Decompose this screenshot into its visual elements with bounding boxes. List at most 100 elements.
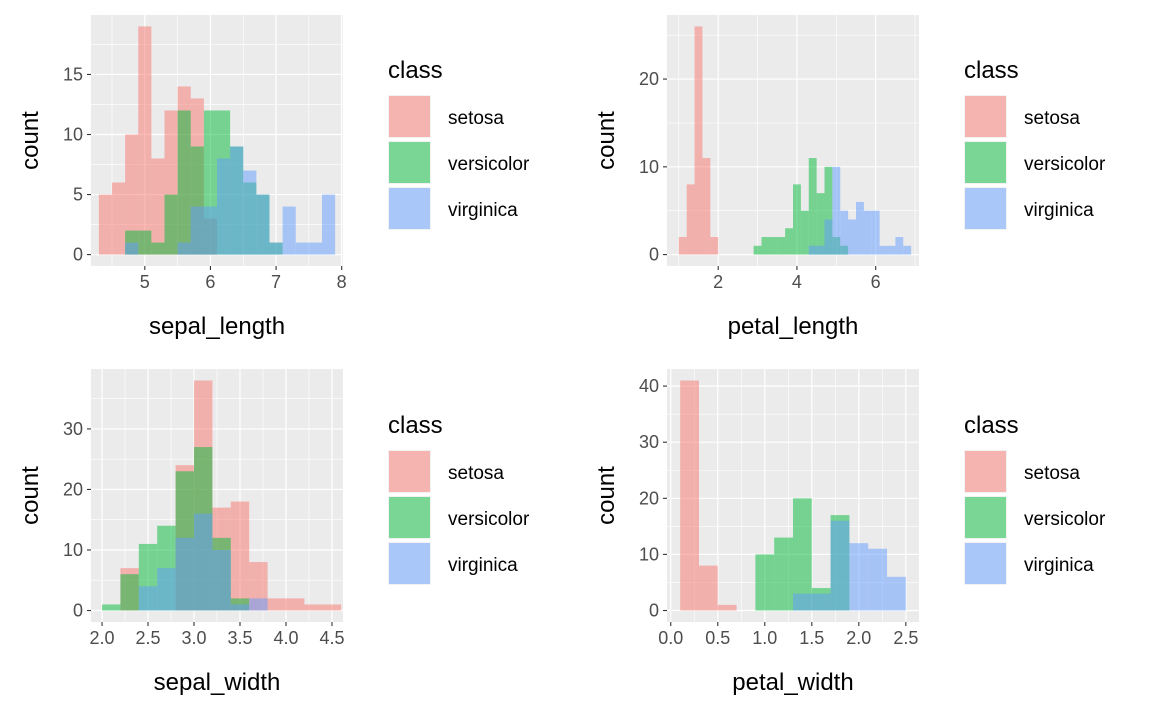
bar-virginica — [856, 201, 864, 255]
legend-swatch-setosa — [389, 96, 430, 137]
bar-virginica — [808, 245, 817, 255]
bar-virginica — [230, 604, 250, 611]
bar-versicolor — [151, 242, 165, 255]
y-tick-label: 40 — [639, 376, 659, 396]
y-tick-label: 20 — [639, 69, 659, 89]
legend-swatch-setosa — [965, 96, 1006, 137]
bar-virginica — [840, 210, 849, 255]
bar-versicolor — [769, 237, 778, 255]
legend-title: class — [388, 57, 443, 84]
bar-virginica — [793, 593, 812, 611]
bar-virginica — [832, 166, 841, 255]
y-tick-label: 20 — [63, 479, 83, 499]
x-tick-label: 6 — [205, 272, 215, 292]
histogram-panel-sepal_width: 2.0 2.5 3.0 3.5 4.0 4.5 0 10 20 30 sepal_width coun… — [17, 369, 530, 696]
bar-virginica — [824, 219, 833, 255]
bar-virginica — [887, 576, 906, 611]
legend-title: class — [964, 57, 1019, 84]
x-tick-label: 4 — [792, 272, 802, 292]
bar-versicolor — [164, 194, 178, 255]
bar-versicolor — [761, 237, 770, 255]
legend-label-virginica: virginica — [448, 200, 518, 221]
histogram-panel-petal_width: 0.0 0.5 1.0 1.5 2.0 2.5 0 10 20 30 40 petal_width co… — [593, 369, 1106, 696]
legend-swatch-versicolor — [389, 142, 430, 183]
y-tick-label: 0 — [649, 245, 659, 265]
y-axis-title: count — [593, 466, 620, 525]
legend-swatch-setosa — [965, 451, 1006, 492]
y-tick-label: 10 — [63, 124, 83, 144]
bar-versicolor — [753, 245, 762, 255]
x-axis-title: sepal_width — [154, 669, 281, 696]
bar-setosa — [680, 380, 699, 611]
bar-virginica — [308, 242, 322, 255]
legend-swatch-setosa — [389, 451, 430, 492]
legend-swatch-versicolor — [965, 497, 1006, 538]
legend-swatch-virginica — [965, 543, 1006, 584]
bar-virginica — [895, 237, 904, 255]
bar-versicolor — [824, 166, 833, 255]
legend-title: class — [388, 412, 443, 439]
y-tick-label: 15 — [63, 64, 83, 84]
bar-setosa — [230, 501, 250, 611]
legend-title: class — [964, 412, 1019, 439]
legend-label-versicolor: versicolor — [448, 509, 530, 530]
bar-versicolor — [785, 228, 793, 255]
y-tick-label: 30 — [63, 419, 83, 439]
bar-versicolor — [138, 230, 152, 255]
bar-setosa — [702, 158, 711, 255]
bar-virginica — [138, 586, 158, 611]
y-tick-label: 10 — [63, 540, 83, 560]
legend-swatch-virginica — [965, 188, 1006, 229]
legend-swatch-versicolor — [965, 142, 1006, 183]
bar-setosa — [125, 134, 139, 255]
bar-virginica — [157, 568, 176, 611]
y-axis-title: count — [593, 111, 620, 170]
y-tick-label: 10 — [639, 157, 659, 177]
bar-virginica — [887, 245, 896, 255]
x-tick-label: 5 — [140, 272, 150, 292]
bar-virginica — [249, 598, 268, 611]
bar-versicolor — [800, 210, 809, 255]
histogram-panel-petal_length: 2 4 6 0 10 20 petal_length count class setosa vers… — [593, 15, 1106, 340]
x-tick-label: 6 — [871, 272, 881, 292]
bar-virginica — [175, 537, 195, 611]
histogram-panel-sepal_length: 5 6 7 8 0 5 10 15 sepal_length count class setosa ve… — [17, 15, 530, 340]
legend-label-versicolor: versicolor — [1024, 154, 1106, 175]
bar-setosa — [112, 182, 126, 255]
x-tick-label: 4.0 — [273, 628, 298, 648]
x-tick-label: 0.0 — [658, 628, 683, 648]
legend-label-virginica: virginica — [448, 555, 518, 576]
bar-setosa — [322, 604, 342, 611]
bar-virginica — [811, 593, 831, 611]
x-axis-title: petal_width — [732, 669, 853, 696]
legend-label-virginica: virginica — [1024, 200, 1094, 221]
legend-label-setosa: setosa — [1024, 463, 1080, 484]
y-tick-label: 20 — [639, 488, 659, 508]
bar-versicolor — [816, 193, 825, 255]
y-tick-label: 10 — [639, 544, 659, 564]
y-tick-label: 0 — [73, 245, 83, 265]
legend-label-setosa: setosa — [448, 108, 504, 129]
bar-setosa — [717, 604, 737, 611]
bar-virginica — [256, 194, 270, 255]
bar-virginica — [190, 206, 204, 255]
bar-virginica — [295, 242, 309, 255]
bar-virginica — [194, 513, 213, 611]
bar-setosa — [98, 194, 112, 255]
bar-versicolor — [774, 537, 793, 611]
x-tick-label: 3.5 — [227, 628, 252, 648]
bar-virginica — [203, 206, 217, 255]
bar-setosa — [267, 598, 286, 611]
x-tick-label: 2.5 — [893, 628, 918, 648]
bar-virginica — [230, 146, 244, 255]
bar-virginica — [848, 219, 856, 255]
bar-virginica — [868, 548, 888, 611]
bar-setosa — [694, 26, 703, 255]
x-axis-title: petal_length — [728, 313, 859, 340]
bar-setosa — [304, 604, 323, 611]
x-tick-label: 1.0 — [752, 628, 777, 648]
bar-virginica — [879, 245, 888, 255]
legend-label-virginica: virginica — [1024, 555, 1094, 576]
bar-virginica — [217, 158, 231, 255]
